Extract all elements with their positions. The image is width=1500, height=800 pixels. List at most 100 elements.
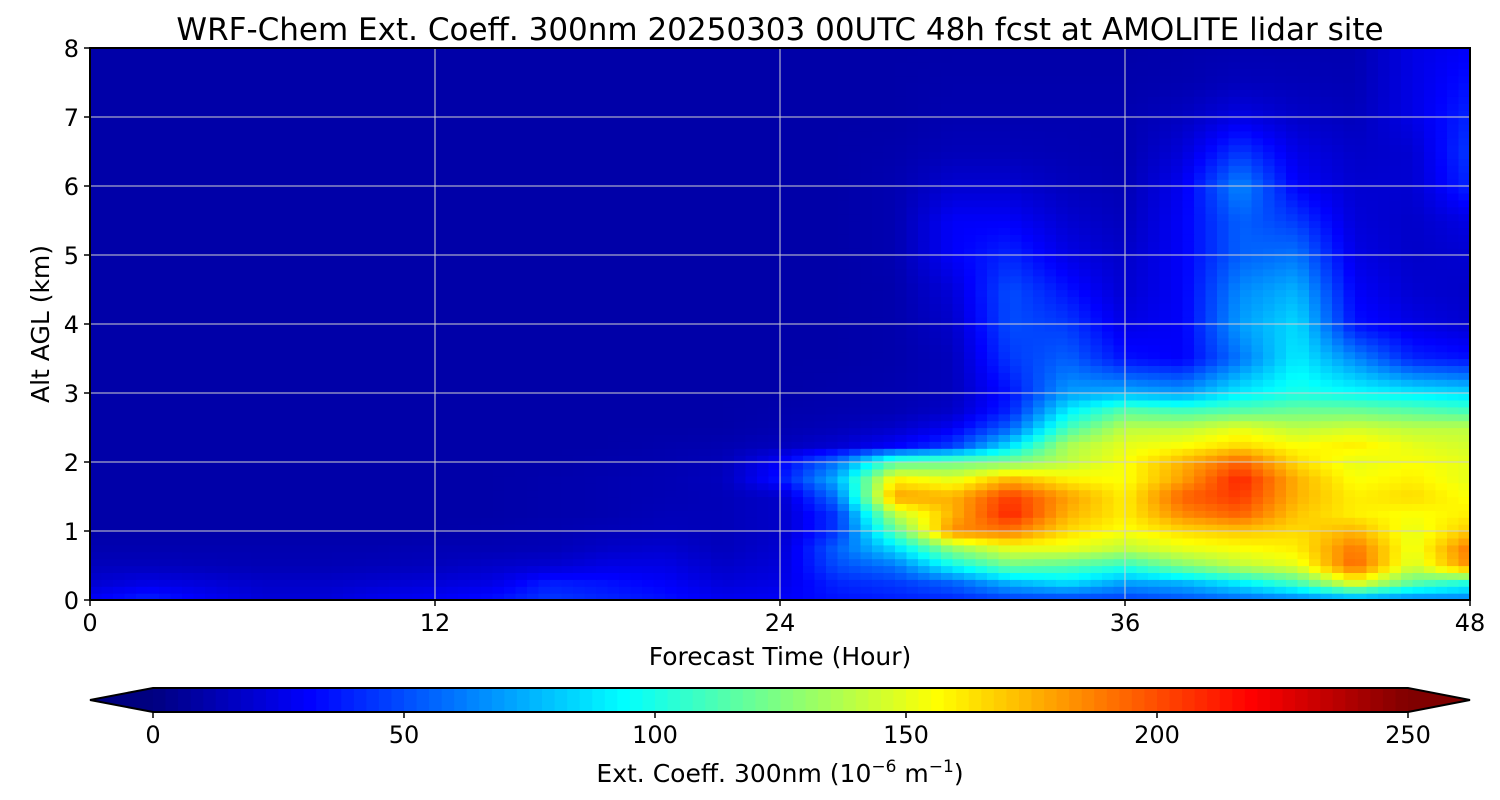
heatmap-cell: [239, 406, 252, 415]
heatmap-cell: [1205, 586, 1218, 594]
heatmap-cell: [1194, 420, 1207, 429]
heatmap-cell: [768, 434, 781, 442]
heatmap-cell: [320, 593, 333, 601]
heatmap-cell: [1125, 358, 1138, 366]
heatmap-cell: [1412, 531, 1425, 539]
heatmap-cell: [630, 572, 643, 580]
heatmap-cell: [964, 551, 977, 560]
heatmap-cell: [803, 434, 816, 442]
heatmap-cell: [1297, 503, 1310, 511]
heatmap-cell: [1366, 330, 1379, 339]
heatmap-cell: [538, 510, 551, 518]
heatmap-cell: [354, 427, 367, 435]
heatmap-cell: [1343, 372, 1356, 380]
heatmap-cell: [814, 344, 827, 353]
heatmap-cell: [642, 406, 655, 415]
heatmap-cell: [722, 337, 735, 346]
heatmap-cell: [550, 372, 563, 380]
heatmap-cell: [987, 386, 1000, 394]
heatmap-cell: [1021, 565, 1034, 573]
heatmap-cell: [331, 386, 344, 394]
heatmap-cell: [435, 496, 448, 504]
heatmap-cell: [1205, 468, 1218, 477]
heatmap-cell: [895, 358, 908, 366]
heatmap-cell: [883, 365, 896, 373]
heatmap-cell: [791, 572, 804, 580]
heatmap-cell: [1113, 579, 1126, 587]
heatmap-cell: [527, 420, 540, 429]
heatmap-cell: [1343, 537, 1356, 546]
heatmap-cell: [469, 434, 482, 442]
heatmap-cell: [193, 524, 206, 532]
heatmap-cell: [354, 517, 367, 525]
heatmap-cell: [814, 572, 827, 580]
heatmap-cell: [803, 441, 816, 449]
heatmap-cell: [1412, 441, 1425, 449]
heatmap-cell: [1343, 324, 1356, 332]
heatmap-cell: [1366, 413, 1379, 422]
heatmap-cell: [699, 475, 712, 484]
heatmap-cell: [423, 455, 436, 463]
heatmap-cell: [423, 579, 436, 587]
heatmap-cell: [159, 358, 172, 366]
heatmap-cell: [975, 441, 988, 449]
heatmap-cell: [860, 310, 873, 318]
heatmap-cell: [435, 310, 448, 318]
heatmap-cell: [1090, 572, 1103, 580]
heatmap-cell: [285, 572, 298, 580]
heatmap-cell: [1159, 455, 1172, 463]
heatmap-cell: [182, 482, 195, 491]
heatmap-cell: [872, 330, 885, 339]
heatmap-cell: [1148, 399, 1161, 408]
heatmap-cell: [1194, 558, 1207, 567]
heatmap-cell: [1343, 365, 1356, 373]
heatmap-cell: [1320, 544, 1333, 553]
heatmap-cell: [1171, 399, 1184, 408]
heatmap-cell: [688, 372, 701, 380]
heatmap-cell: [918, 317, 931, 325]
heatmap-cell: [699, 586, 712, 594]
heatmap-cell: [1389, 406, 1402, 415]
heatmap-cell: [906, 372, 919, 380]
heatmap-cell: [1320, 372, 1333, 380]
heatmap-cell: [550, 310, 563, 318]
heatmap-cell: [1033, 427, 1046, 435]
heatmap-cell: [561, 455, 574, 463]
heatmap-cell: [929, 330, 942, 339]
heatmap-cell: [527, 468, 540, 477]
heatmap-cell: [216, 544, 229, 553]
heatmap-cell: [1113, 593, 1126, 601]
heatmap-cell: [998, 441, 1011, 449]
heatmap-cell: [1021, 510, 1034, 518]
heatmap-cell: [1033, 372, 1046, 380]
heatmap-cell: [193, 365, 206, 373]
heatmap-cell: [469, 406, 482, 415]
heatmap-cell: [216, 351, 229, 360]
heatmap-cell: [676, 365, 689, 373]
heatmap-cell: [481, 524, 494, 532]
heatmap-cell: [653, 455, 666, 463]
heatmap-cell: [1044, 593, 1057, 601]
heatmap-cell: [1447, 351, 1460, 360]
heatmap-cell: [849, 489, 862, 498]
heatmap-cell: [987, 330, 1000, 339]
heatmap-cell: [1355, 337, 1368, 346]
heatmap-cell: [527, 544, 540, 553]
heatmap-cell: [435, 379, 448, 387]
heatmap-cell: [262, 537, 275, 546]
heatmap-cell: [883, 358, 896, 366]
heatmap-cell: [527, 330, 540, 339]
heatmap-cell: [228, 572, 241, 580]
heatmap-cell: [573, 330, 586, 339]
heatmap-cell: [1159, 372, 1172, 380]
heatmap-cell: [1424, 379, 1437, 387]
heatmap-cell: [274, 544, 287, 553]
heatmap-cell: [527, 537, 540, 546]
heatmap-cell: [791, 413, 804, 422]
heatmap-cell: [136, 317, 149, 325]
heatmap-cell: [906, 310, 919, 318]
heatmap-cell: [653, 468, 666, 477]
heatmap-cell: [1159, 344, 1172, 353]
heatmap-cell: [1286, 586, 1299, 594]
heatmap-cell: [101, 475, 114, 484]
